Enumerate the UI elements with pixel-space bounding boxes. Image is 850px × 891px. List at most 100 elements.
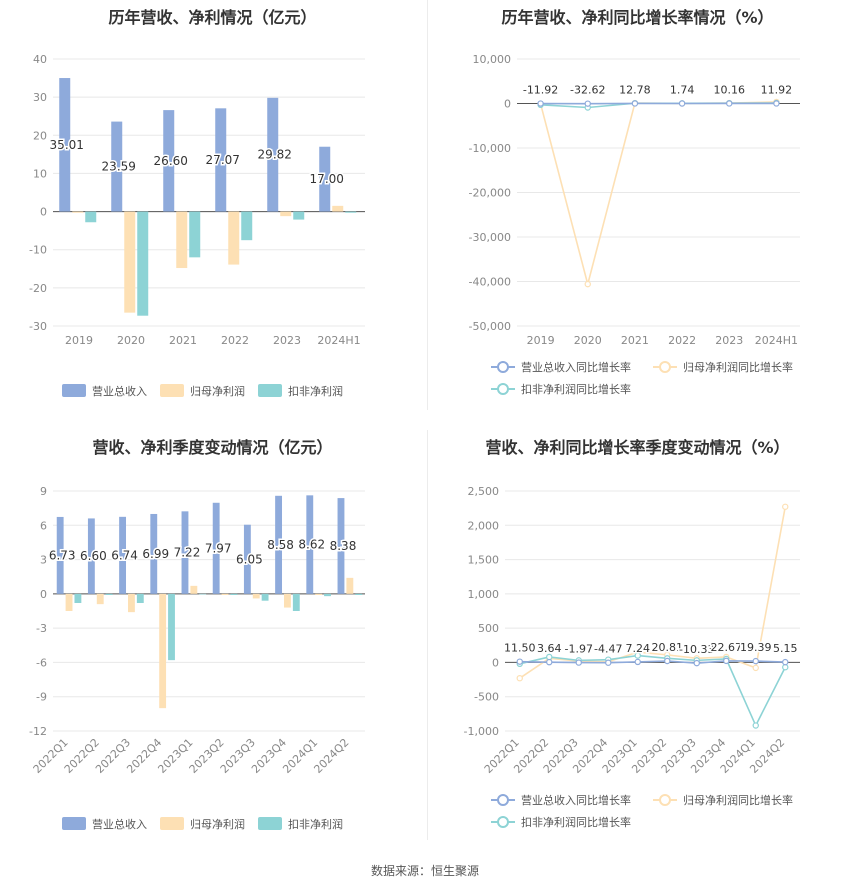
y-tick-label: 40 — [33, 53, 47, 66]
x-tick-label: 2023 — [715, 334, 743, 347]
y-tick-label: -12 — [29, 725, 47, 738]
y-tick-label: 500 — [478, 622, 499, 635]
data-point — [752, 657, 759, 665]
data-label: 8.62 — [298, 538, 325, 552]
data-point — [546, 658, 553, 666]
y-tick-label: 9 — [40, 485, 47, 498]
y-tick-label: -30,000 — [469, 231, 511, 244]
data-label: 7.97 — [205, 541, 232, 555]
data-point — [664, 657, 671, 665]
bar-deducted-profit — [355, 593, 363, 595]
legend-swatch — [258, 384, 282, 397]
y-tick-label: 1,000 — [468, 588, 500, 601]
x-tick-label: 2021 — [169, 334, 197, 347]
data-label: -11.92 — [523, 84, 558, 97]
bar-deducted-profit — [136, 593, 144, 603]
quarterly-bar-chart: 9630-3-6-9-126.732022Q16.602022Q26.74202… — [29, 485, 365, 831]
y-tick-label: -6 — [36, 656, 47, 669]
x-tick-label: 2021 — [621, 334, 649, 347]
legend-label: 归母净利润同比增长率 — [683, 360, 793, 374]
chart-title: 营收、净利同比增长率季度变动情况（%） — [485, 438, 790, 457]
bar-net-profit — [346, 577, 354, 594]
y-tick-label: -10,000 — [469, 142, 511, 155]
bar-net-profit — [65, 593, 73, 611]
legend-label: 营业总收入 — [92, 384, 147, 398]
data-label: 7.22 — [174, 546, 201, 560]
data-label: -1.97 — [565, 643, 593, 656]
legend-label: 归母净利润 — [190, 817, 245, 831]
legend-label: 归母净利润 — [190, 384, 245, 398]
bar-deducted-profit — [168, 593, 175, 661]
bar-net-profit — [159, 593, 167, 709]
bar-net-profit — [280, 211, 292, 217]
bar-revenue — [56, 516, 64, 594]
legend-swatch — [659, 794, 671, 806]
data-label: 8.58 — [267, 538, 294, 552]
data-label: 6.05 — [236, 552, 263, 566]
vertical-divider — [427, 430, 428, 840]
y-tick-label: 10,000 — [473, 53, 512, 66]
bar-net-profit — [72, 211, 84, 213]
bar-revenue — [337, 498, 345, 594]
chart-title: 历年营收、净利情况（亿元） — [108, 8, 317, 27]
legend-swatch — [497, 383, 509, 395]
data-label: 19.39 — [740, 641, 772, 654]
x-tick-label: 2024H1 — [755, 334, 798, 347]
legend-label: 营业总收入同比增长率 — [521, 360, 631, 374]
bar-deducted-profit — [189, 211, 201, 258]
series-line-revenue — [519, 660, 786, 664]
data-label: 26.60 — [154, 154, 188, 168]
x-tick-label: 2020 — [574, 334, 602, 347]
bar-deducted-profit — [230, 593, 238, 595]
bar-net-profit — [332, 205, 344, 212]
bar-revenue — [181, 511, 189, 594]
annual-bar-chart: 40 30 20 10 0 -10 -20 -30 35.01 2019 23.59 2020 26.6… — [29, 53, 365, 398]
y-tick-label: -10 — [29, 244, 47, 257]
y-tick-label: -3 — [36, 622, 47, 635]
x-tick-label: 2020 — [117, 334, 145, 347]
data-label: 5.15 — [773, 642, 798, 655]
y-tick-label: 30 — [33, 91, 47, 104]
bar-revenue — [215, 108, 227, 212]
y-tick-label: 1,500 — [468, 554, 500, 567]
panel-quarterly-line: 营收、净利同比增长率季度变动情况（%） 2,500 2,000 1,500 1,000… — [425, 428, 850, 858]
bar-net-profit — [176, 211, 188, 269]
data-point — [516, 658, 523, 665]
bar-deducted-profit — [324, 593, 331, 597]
y-tick-label: -30 — [29, 320, 47, 333]
data-label: 6.74 — [111, 548, 138, 562]
data-point — [537, 100, 544, 107]
data-label: 20.81 — [652, 641, 684, 654]
data-point — [752, 722, 759, 729]
data-label: 17.00 — [310, 172, 344, 186]
bar-revenue — [163, 110, 175, 212]
bar-revenue — [59, 78, 71, 212]
data-point — [726, 100, 733, 107]
data-label: 8.38 — [330, 539, 357, 553]
y-tick-label: -1,000 — [464, 725, 499, 738]
legend-swatch — [497, 794, 509, 806]
data-label: 27.07 — [206, 153, 240, 167]
y-tick-label: -40,000 — [469, 276, 511, 289]
data-label: 11.92 — [761, 83, 793, 96]
y-tick-label: 20 — [33, 129, 47, 142]
data-source: 数据来源：恒生聚源 — [370, 864, 479, 878]
bar-deducted-profit — [261, 593, 269, 601]
data-point — [782, 658, 789, 666]
legend-label: 归母净利润同比增长率 — [683, 793, 793, 807]
bar-net-profit — [96, 593, 104, 605]
data-label: -32.62 — [570, 84, 605, 97]
x-tick-label: 2019 — [527, 334, 555, 347]
data-point — [516, 674, 523, 682]
y-tick-label: 0 — [40, 206, 47, 219]
bar-deducted-profit — [345, 211, 357, 213]
x-tick-label: 2023 — [273, 334, 301, 347]
bar-net-profit — [284, 593, 291, 608]
data-point — [782, 664, 789, 671]
legend-swatch — [497, 361, 509, 373]
legend-label: 扣非净利润同比增长率 — [521, 382, 631, 396]
data-label: 22.67 — [711, 641, 743, 654]
data-point — [773, 100, 780, 107]
legend-label: 扣非净利润 — [288, 384, 343, 398]
legend-label: 营业总收入 — [92, 817, 147, 831]
